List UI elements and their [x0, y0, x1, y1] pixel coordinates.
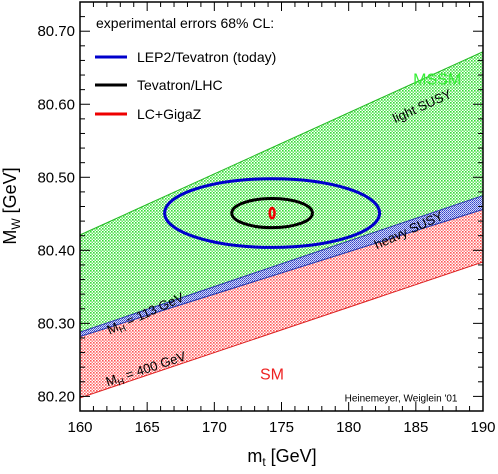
y-tick-label: 80.70 — [37, 23, 75, 40]
y-axis-title: MW [GeV] — [0, 167, 23, 244]
legend: experimental errors 68% CL: LEP2/Tevatro… — [95, 15, 276, 122]
legend-title: experimental errors 68% CL: — [96, 15, 274, 31]
ellipse-lc-gigaz — [268, 206, 276, 220]
mh113-upper-edge — [80, 195, 483, 333]
y-tick-label: 80.30 — [37, 315, 75, 332]
ellipses-layer — [163, 177, 382, 249]
legend-label-tevatron-lhc: Tevatron/LHC — [137, 77, 223, 93]
x-tick-label: 190 — [470, 419, 495, 436]
x-tick-label: 165 — [135, 419, 160, 436]
mssm-band — [80, 51, 483, 333]
overlap-band — [80, 195, 483, 337]
sm-band — [80, 209, 483, 398]
y-tick-label: 80.60 — [37, 96, 75, 113]
ellipse-lep2-tevatron — [163, 177, 382, 249]
legend-label-lep2: LEP2/Tevatron (today) — [137, 49, 276, 65]
x-tick-label: 180 — [336, 419, 361, 436]
y-tick-label: 80.20 — [37, 388, 75, 405]
legend-label-lc-gigaz: LC+GigaZ — [137, 106, 202, 122]
mssm-upper-edge — [80, 51, 483, 236]
x-tick-label: 175 — [269, 419, 294, 436]
y-tick-label: 80.50 — [37, 169, 75, 186]
ellipse-tevatron-lhc — [230, 196, 314, 230]
mh113-lower-edge — [80, 208, 483, 337]
label-sm: SM — [260, 367, 284, 384]
y-tick-label: 80.40 — [37, 242, 75, 259]
x-axis-title: mt [GeV] — [247, 446, 316, 469]
label-credit: Heinemeyer, Weiglein '01 — [345, 394, 458, 405]
sm-lower-edge — [80, 261, 483, 399]
bands-layer — [80, 51, 483, 399]
label-mssm: MSSM — [413, 72, 461, 89]
x-axis: 160 165 170 175 180 185 190 — [67, 2, 496, 436]
x-tick-label: 160 — [67, 419, 92, 436]
y-axis: 80.20 80.30 80.40 80.50 80.60 80.70 — [37, 1, 483, 412]
x-tick-label: 170 — [202, 419, 227, 436]
x-tick-label: 185 — [403, 419, 428, 436]
